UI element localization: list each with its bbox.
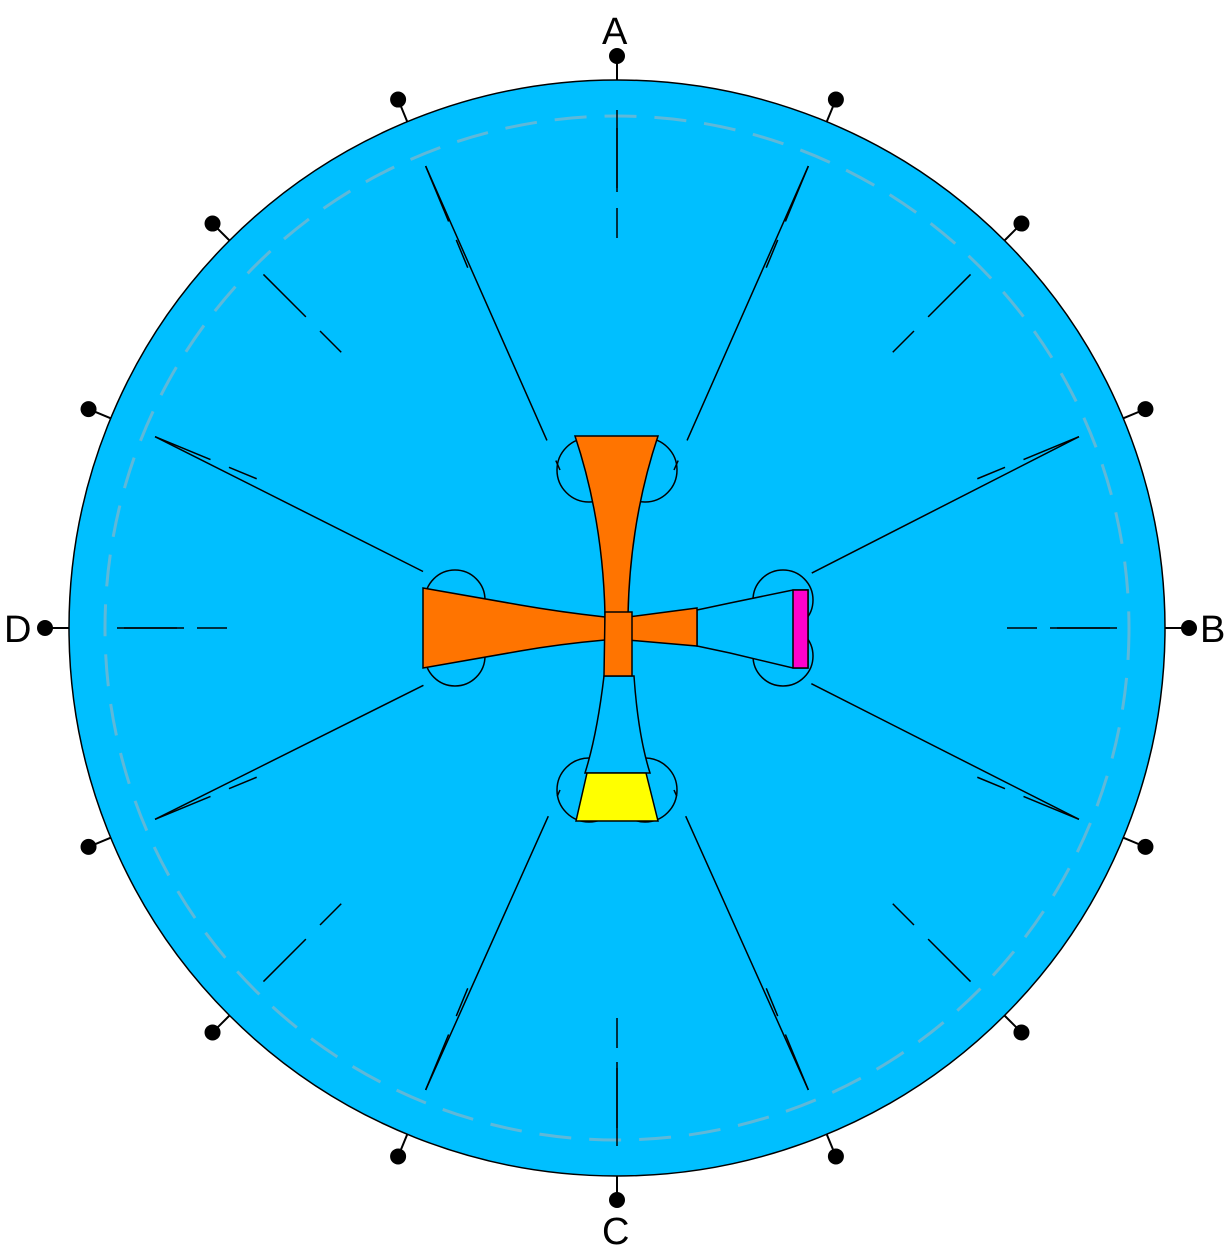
converging-spoke [154, 435, 431, 576]
converging-spoke [424, 789, 561, 1091]
channel-bottom [583, 675, 652, 774]
pin-dot [80, 401, 97, 418]
radial-dash [765, 988, 779, 1017]
pin-dot [609, 48, 625, 64]
converging-spoke [154, 681, 431, 821]
converging-spoke [673, 789, 810, 1091]
radial-dash [765, 239, 779, 268]
pin-dot [390, 1148, 407, 1165]
pin-dot [1137, 838, 1154, 855]
pin-dot [1137, 401, 1154, 418]
port-label-b: B [1200, 609, 1225, 651]
pin-dot [390, 91, 407, 108]
port-label-d: D [4, 609, 31, 651]
radial-dash [455, 239, 469, 268]
converging-lines [124, 110, 1110, 1146]
radial-dash [262, 273, 307, 318]
converging-spoke [807, 681, 1080, 821]
orange-center [603, 611, 633, 677]
pin-dot [37, 620, 53, 636]
pin-group [37, 48, 1197, 1208]
magenta-block [792, 589, 809, 669]
radial-dash [927, 273, 972, 318]
radial-dash [228, 466, 257, 480]
pin-dot [204, 1024, 221, 1041]
radial-dash [977, 776, 1006, 790]
converging-spoke [673, 165, 810, 471]
pin-dot [80, 838, 97, 855]
pin-dot [1181, 620, 1197, 636]
converging-spoke [807, 435, 1080, 576]
radial-dash [892, 330, 915, 353]
pin-dot [827, 1148, 844, 1165]
radial-dash [977, 466, 1006, 480]
radial-dash [1023, 795, 1080, 821]
radial-dash [1023, 435, 1080, 461]
radial-dash [892, 903, 915, 926]
port-label-a: A [602, 11, 628, 53]
converging-spoke [424, 165, 561, 471]
channels [583, 589, 809, 774]
orange-gate [422, 435, 698, 677]
radial-dash [319, 903, 342, 926]
radial-dash [927, 938, 972, 983]
radial-dash [262, 938, 307, 983]
yellow-block [575, 772, 659, 822]
pin-dot [827, 91, 844, 108]
pin-dot [1013, 215, 1030, 232]
radial-dash [455, 988, 469, 1017]
radial-dash [228, 776, 257, 790]
port-label-c: C [602, 1211, 629, 1247]
pin-dot [204, 215, 221, 232]
radial-dash [319, 330, 342, 353]
pin-dot [609, 1192, 625, 1208]
pin-dot [1013, 1024, 1030, 1041]
